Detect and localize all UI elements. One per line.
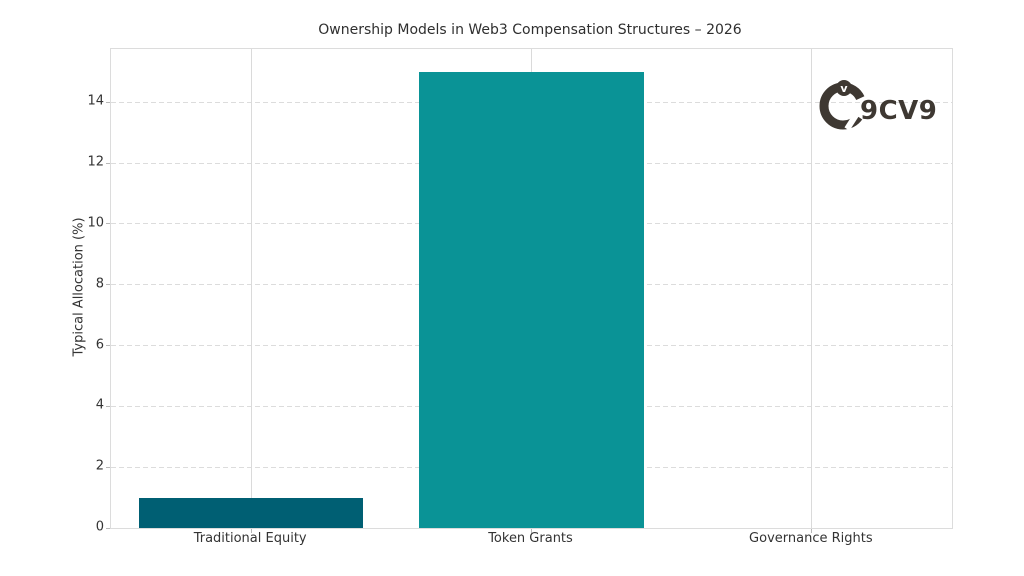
y-tick-label: 0 [95, 519, 104, 535]
x-tick-mark [811, 529, 813, 533]
y-tick-mark [106, 284, 110, 286]
y-tick-mark [106, 223, 110, 225]
x-tick-label: Governance Rights [749, 531, 873, 546]
bar-traditional-equity [139, 497, 364, 528]
y-tick-label: 12 [87, 154, 104, 170]
x-tick-mark [531, 529, 532, 533]
y-tick-mark [106, 345, 110, 347]
gridline-vertical [811, 49, 813, 528]
x-tick-label: Traditional Equity [193, 531, 307, 546]
x-axis-labels: Traditional Equity Token Grants Governance… [110, 531, 951, 551]
y-tick-mark [106, 101, 110, 103]
svg-text:v: v [840, 82, 848, 95]
y-tick-label: 2 [95, 458, 104, 474]
y-tick-mark [106, 405, 110, 407]
y-axis-title: Typical Allocation (%) [71, 217, 87, 357]
y-tick-label: 4 [95, 397, 104, 413]
y-tick-label: 6 [95, 337, 104, 353]
y-tick-mark [106, 527, 110, 529]
y-tick-label: 8 [95, 276, 104, 292]
y-axis-labels: 0 2 4 6 8 10 12 14 [0, 48, 104, 535]
bar-token-grants [419, 71, 644, 528]
y-tick-mark [106, 466, 110, 468]
y-tick-label: 14 [87, 93, 104, 109]
brand-logo: v 9CV9 [818, 79, 937, 131]
x-tick-label: Token Grants [488, 531, 573, 546]
x-tick-mark [250, 529, 252, 533]
brand-logo-icon: v [819, 80, 870, 131]
y-tick-label: 10 [87, 215, 104, 231]
plot-area [106, 48, 953, 533]
gridline-vertical [250, 49, 252, 528]
chart-title: Ownership Models in Web3 Compensation St… [318, 22, 742, 38]
brand-logo-text: 9CV9 [860, 96, 938, 126]
y-tick-mark [106, 162, 110, 164]
